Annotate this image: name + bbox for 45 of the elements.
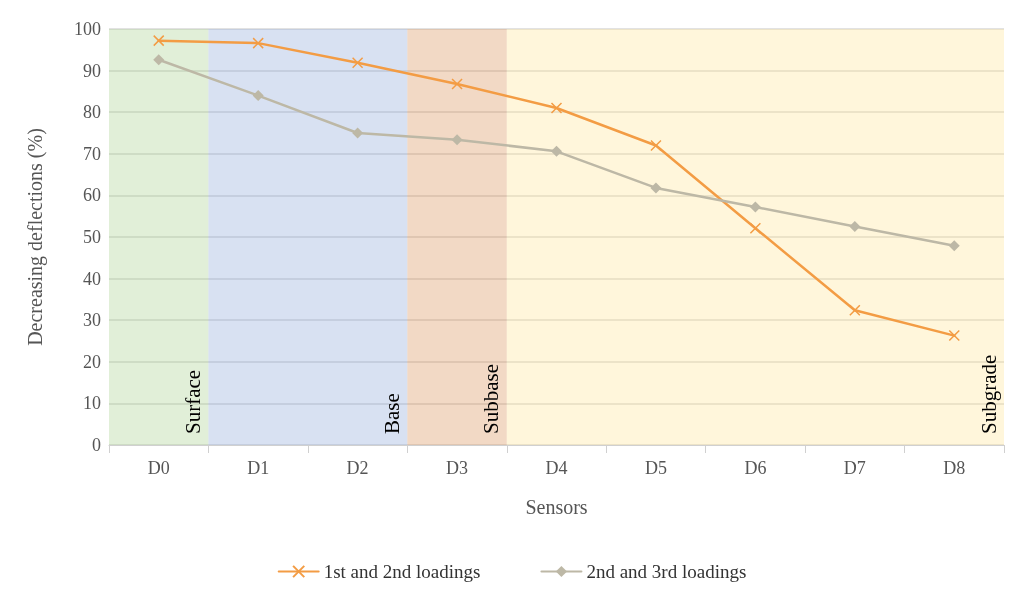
- legend-label: 1st and 2nd loadings: [323, 561, 481, 582]
- y-tick-label: 10: [83, 393, 101, 414]
- legend-label: 2nd and 3rd loadings: [586, 561, 747, 582]
- y-tick-label: 0: [92, 435, 101, 455]
- point: [153, 54, 165, 66]
- x-axis-title: Sensors: [525, 496, 588, 518]
- point: [948, 329, 961, 342]
- point: [551, 145, 562, 157]
- band-label: Subgrade: [976, 354, 1001, 434]
- y-tick-label: 20: [83, 351, 101, 372]
- band-label: Base: [379, 393, 404, 434]
- y-tick-label: 40: [83, 268, 101, 289]
- point: [451, 134, 463, 146]
- x-tick-label: D8: [943, 458, 966, 478]
- y-tick-label: 90: [83, 60, 101, 81]
- y-tick-label: 70: [83, 143, 101, 164]
- y-axis-title: Decreasing deflections (%): [24, 128, 47, 346]
- point: [451, 78, 463, 90]
- y-tick-label: 60: [83, 185, 101, 206]
- point: [749, 222, 762, 235]
- x-tick-label: D2: [346, 458, 369, 478]
- point: [351, 56, 364, 69]
- band-label: Surface: [180, 369, 205, 434]
- x-tick-label: D6: [744, 458, 767, 478]
- x-tick-label: D0: [147, 458, 170, 478]
- y-tick-label: 30: [83, 310, 101, 331]
- y-tick-label: 50: [83, 227, 101, 247]
- point: [650, 139, 662, 152]
- x-tick-label: D3: [446, 458, 469, 478]
- x-tick-label: D7: [843, 458, 866, 478]
- point: [650, 182, 662, 194]
- point: [252, 90, 264, 102]
- x-tick-label: D4: [545, 458, 568, 478]
- point: [948, 240, 960, 252]
- point: [550, 102, 563, 114]
- band-label: Subbase: [479, 364, 504, 434]
- point: [749, 201, 761, 213]
- y-tick-label: 100: [74, 19, 101, 39]
- point: [849, 221, 861, 233]
- x-tick-label: D5: [644, 458, 667, 478]
- y-tick-label: 80: [83, 102, 101, 123]
- point: [849, 304, 861, 316]
- x-tick-label: D1: [247, 458, 270, 478]
- point: [252, 37, 264, 49]
- point: [152, 34, 165, 47]
